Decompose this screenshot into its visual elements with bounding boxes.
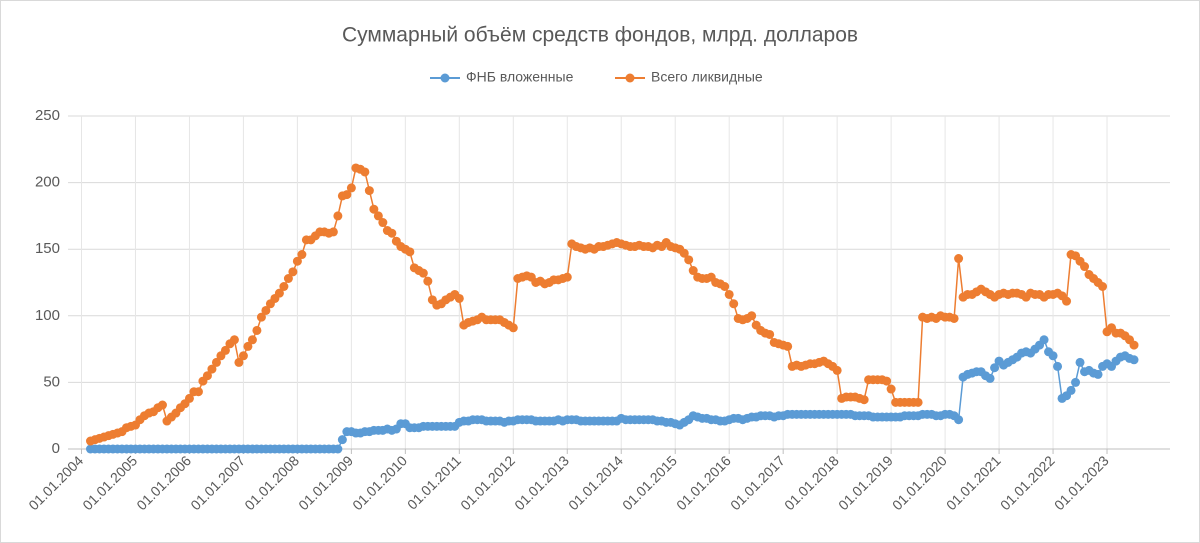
data-point (508, 323, 518, 333)
data-point (1129, 340, 1139, 350)
data-point (207, 364, 217, 374)
data-point (252, 325, 262, 335)
data-point (1098, 281, 1108, 291)
data-point (954, 254, 964, 264)
data-point (684, 255, 694, 265)
data-point (261, 305, 271, 315)
data-point (1062, 296, 1072, 306)
data-point (1053, 361, 1063, 371)
data-point (279, 281, 289, 291)
data-point (913, 397, 923, 407)
data-point (859, 395, 869, 405)
chart-title: Суммарный объём средств фондов, млрд. до… (342, 24, 858, 47)
data-point (783, 341, 793, 351)
data-point (238, 351, 248, 361)
data-point (184, 393, 194, 403)
data-point (292, 256, 302, 266)
data-point (288, 267, 298, 277)
data-point (337, 435, 347, 445)
data-point (949, 313, 959, 323)
data-point (1129, 355, 1139, 365)
data-point (229, 335, 239, 345)
y-tick-label: 50 (43, 373, 60, 390)
data-point (346, 183, 356, 193)
data-point (454, 293, 464, 303)
data-point (1080, 262, 1090, 272)
data-point (333, 444, 343, 454)
data-point (985, 373, 995, 383)
y-tick-label: 200 (35, 174, 60, 191)
data-point (1048, 351, 1058, 361)
data-point (360, 167, 370, 177)
data-point (193, 387, 203, 397)
data-point (688, 266, 698, 276)
legend-marker (625, 73, 635, 83)
data-point (373, 211, 383, 221)
data-point (1093, 369, 1103, 379)
data-point (234, 357, 244, 367)
data-point (729, 299, 739, 309)
data-point (297, 250, 307, 260)
y-tick-label: 0 (52, 440, 60, 457)
data-point (378, 218, 388, 228)
data-point (832, 365, 842, 375)
legend-marker (440, 73, 450, 83)
data-point (954, 415, 964, 425)
data-point (990, 363, 1000, 373)
data-point (1071, 377, 1081, 387)
data-point (243, 341, 253, 351)
data-point (256, 312, 266, 322)
legend-item: Всего ликвидные (615, 69, 763, 85)
data-point (1075, 357, 1085, 367)
data-point (405, 247, 415, 257)
data-point (724, 289, 734, 299)
data-point (765, 329, 775, 339)
data-point (369, 204, 379, 214)
data-point (720, 281, 730, 291)
data-point (886, 384, 896, 394)
data-point (333, 211, 343, 221)
data-point (283, 274, 293, 284)
data-point (679, 248, 689, 258)
y-tick-label: 150 (35, 240, 60, 257)
data-point (342, 190, 352, 200)
data-point (418, 268, 428, 278)
data-point (882, 376, 892, 386)
data-point (1039, 335, 1049, 345)
data-point (247, 335, 257, 345)
y-tick-label: 250 (35, 107, 60, 124)
data-point (328, 227, 338, 237)
legend-item: ФНБ вложенные (430, 69, 574, 85)
data-point (562, 272, 572, 282)
data-point (157, 400, 167, 410)
y-tick-label: 100 (35, 307, 60, 324)
data-point (274, 288, 284, 298)
data-point (387, 228, 397, 238)
data-point (747, 311, 757, 321)
legend-label: Всего ликвидные (651, 69, 763, 85)
data-point (202, 371, 212, 381)
data-point (423, 276, 433, 286)
data-point (364, 186, 374, 196)
legend-label: ФНБ вложенные (466, 69, 574, 85)
data-point (211, 357, 221, 367)
data-point (1066, 385, 1076, 395)
data-point (220, 345, 230, 355)
